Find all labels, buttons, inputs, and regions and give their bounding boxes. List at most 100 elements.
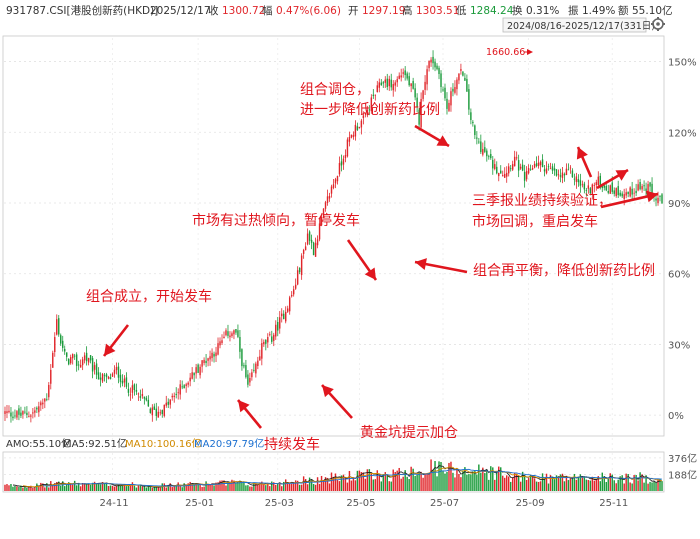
- candle-body: [296, 270, 299, 285]
- candle-body: [464, 77, 466, 81]
- candle-body: [12, 416, 14, 419]
- open-value: 1297.19: [362, 5, 405, 17]
- high-label: 高: [402, 4, 413, 17]
- volume-bar: [535, 481, 538, 491]
- volume-bar: [515, 473, 518, 491]
- candle-body: [87, 358, 90, 363]
- turnover-label: 换: [512, 4, 523, 17]
- candle-body: [316, 239, 319, 246]
- volume-bar: [615, 483, 617, 491]
- volume-bar: [527, 478, 530, 491]
- volume-bar: [243, 481, 245, 491]
- candle-body: [362, 115, 365, 118]
- candle-body: [579, 180, 582, 186]
- volume-bar: [123, 484, 126, 491]
- volume-bar: [199, 483, 201, 491]
- volume-bar: [179, 485, 181, 491]
- candle-body: [472, 121, 474, 124]
- candle-body: [502, 175, 504, 177]
- candle-body: [545, 168, 548, 174]
- volume-bar: [203, 486, 205, 491]
- volume-bar: [635, 475, 637, 491]
- volume-bar: [472, 471, 474, 491]
- volume-bar: [402, 476, 404, 491]
- volume-bar: [322, 481, 325, 491]
- settings-icon[interactable]: [651, 17, 665, 31]
- annotation-golden-pit: 黄金坑提示加仓: [360, 424, 458, 441]
- volume-bar: [563, 481, 566, 491]
- volume-bar: [416, 474, 418, 491]
- volume-bar: [324, 477, 327, 491]
- candle-body: [239, 336, 241, 352]
- candle-body: [205, 360, 207, 364]
- candle-body: [79, 364, 82, 368]
- candle-body: [312, 242, 315, 256]
- candle-body: [302, 250, 305, 254]
- candle-body: [177, 392, 179, 394]
- annotation-rebalance-1: 组合调仓，: [300, 82, 370, 98]
- candle-body: [155, 408, 158, 416]
- volume-bar: [661, 481, 663, 491]
- candle-body: [583, 183, 586, 190]
- volume-bar: [147, 486, 150, 491]
- volume-bar: [551, 476, 554, 491]
- candle-body: [159, 412, 162, 414]
- volume-bar: [641, 474, 643, 491]
- candle-body: [380, 82, 382, 86]
- candle-body: [171, 395, 173, 398]
- candle-body: [649, 182, 651, 187]
- candle-body: [456, 79, 458, 90]
- candle-body: [151, 407, 154, 416]
- candle-body: [173, 395, 175, 398]
- candle-body: [145, 397, 148, 401]
- candle-body: [189, 377, 191, 382]
- ma20-line: [42, 468, 663, 487]
- volume-bar: [111, 485, 114, 491]
- volume-bar: [107, 486, 110, 491]
- volume-bar: [418, 472, 420, 491]
- peak-pointer-head: [527, 49, 533, 55]
- candle-body: [211, 352, 213, 359]
- candle-body: [627, 191, 629, 194]
- candle-body: [34, 410, 36, 413]
- candle-body: [446, 98, 448, 109]
- candle-body: [613, 190, 615, 194]
- volume-bar: [585, 479, 588, 491]
- peak-label: 1660.66: [486, 47, 525, 58]
- candle-body: [81, 359, 84, 366]
- candle-body: [527, 168, 530, 174]
- volume-bar: [97, 483, 100, 491]
- change-value: 0.47%(6.06): [276, 5, 341, 17]
- candle-body: [507, 166, 510, 174]
- candle-body: [46, 398, 48, 400]
- volume-bar: [223, 480, 225, 491]
- amount-value: 55.10亿: [632, 4, 673, 17]
- volume-bar: [328, 483, 331, 491]
- volume-bar: [599, 481, 602, 491]
- volume-bar: [424, 473, 426, 491]
- candle-body: [267, 337, 269, 343]
- candle-body: [591, 184, 594, 195]
- volume-bar: [358, 470, 361, 491]
- candle-body: [603, 185, 605, 188]
- candle-body: [460, 69, 462, 71]
- candle-body: [340, 161, 343, 166]
- candle-body: [121, 380, 124, 384]
- volume-bar: [109, 485, 112, 491]
- volume-bar: [191, 483, 193, 491]
- candle-body: [408, 76, 410, 86]
- candle-body: [633, 192, 635, 194]
- volume-bar: [474, 470, 476, 491]
- candle-body: [557, 174, 560, 176]
- candle-body: [519, 166, 522, 169]
- candle-body: [304, 246, 307, 251]
- x-tick-label: 25-11: [599, 498, 628, 509]
- volume-bar: [450, 461, 452, 491]
- candle-body: [62, 340, 64, 348]
- candle-body: [623, 194, 625, 199]
- candle-body: [462, 71, 464, 76]
- volume-bar: [141, 486, 144, 491]
- candle-body: [271, 336, 273, 342]
- volume-bar: [10, 484, 12, 491]
